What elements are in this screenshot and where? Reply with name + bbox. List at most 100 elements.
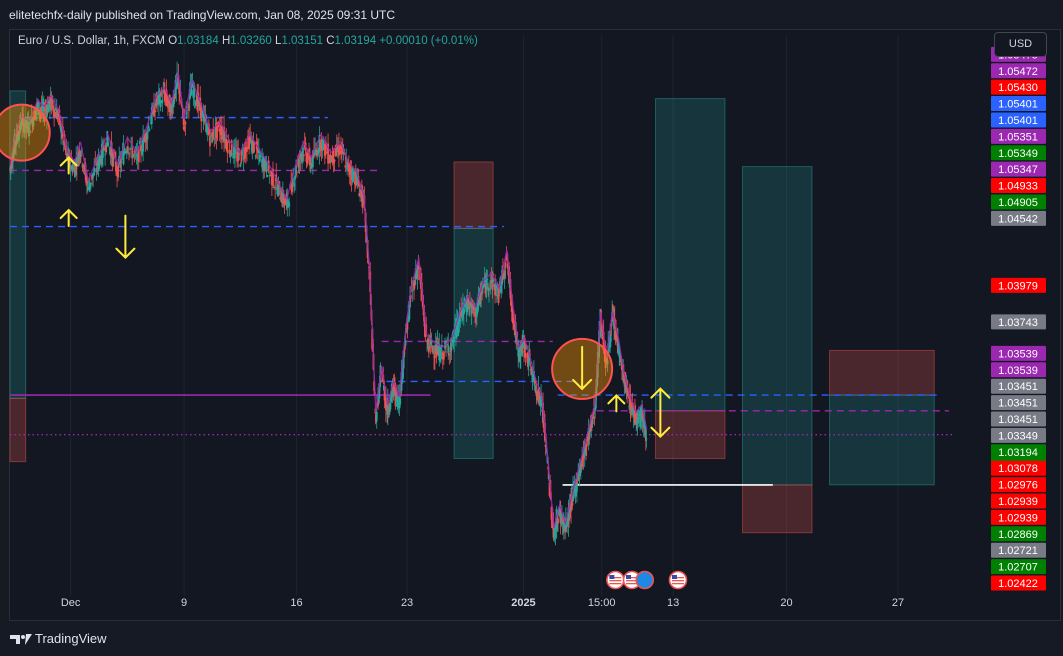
price-label: 1.03451 (998, 381, 1038, 393)
candle-body (146, 132, 149, 140)
candle-body (459, 319, 462, 322)
candle-body (182, 126, 185, 130)
candle-body (431, 346, 434, 352)
candle-body (194, 101, 197, 103)
candle-body (318, 135, 321, 153)
arrow-updown-icon (650, 387, 671, 439)
candle-body (570, 498, 572, 512)
candle-body (229, 152, 232, 157)
candle-body (481, 291, 483, 295)
arrow-up-icon (59, 156, 78, 175)
candle-body (430, 339, 433, 346)
candle-body (576, 483, 578, 492)
tradingview-logo-icon (10, 633, 33, 645)
candle-body (213, 137, 216, 139)
brand-name: TradingView (35, 631, 107, 646)
position-zone (829, 394, 935, 486)
candle-body (330, 158, 333, 163)
candle-body (562, 517, 565, 525)
candle-body (37, 100, 40, 115)
candle-body (273, 187, 275, 188)
candle-body (482, 283, 485, 288)
candle-body (137, 147, 140, 163)
candle-body (133, 151, 136, 153)
event-badge (635, 570, 655, 590)
candle-body (117, 162, 120, 178)
candle-body (35, 110, 37, 112)
candle-body (143, 137, 146, 142)
candle-body (556, 520, 559, 528)
candle-body (106, 131, 109, 147)
candle-body (161, 99, 164, 104)
candle-body (577, 478, 580, 480)
x-tick-label: 9 (181, 597, 187, 609)
candle-body (228, 150, 231, 154)
candle-body (574, 480, 577, 497)
publish-bar: elitetechfx-daily published on TradingVi… (0, 0, 1063, 30)
candles (9, 61, 648, 546)
candle-body (144, 134, 147, 142)
candle-body (606, 360, 609, 365)
candle-body (475, 308, 478, 318)
candle-body (256, 149, 259, 153)
candle-body (242, 156, 245, 160)
candle-body (449, 346, 452, 353)
candle-body (324, 142, 327, 149)
candle-body (294, 175, 296, 180)
candle-body (344, 165, 347, 168)
candle-body (203, 114, 206, 122)
candle-body (592, 417, 595, 419)
candle-body (11, 159, 13, 167)
price-label-box (991, 96, 1046, 112)
low-value: 1.03151 (281, 35, 324, 47)
candle-body (81, 164, 84, 168)
candle-body (214, 126, 217, 138)
candle-body (384, 394, 387, 410)
candle-body (91, 174, 93, 180)
candle-body (346, 160, 348, 170)
currency-button[interactable]: USD (994, 32, 1047, 57)
price-label-box (991, 493, 1046, 509)
candle-body (197, 92, 200, 107)
candle-body (103, 148, 105, 150)
candle-body (135, 154, 138, 156)
candle-body (485, 275, 488, 292)
candle-body (453, 336, 456, 343)
candle-body (297, 157, 300, 168)
x-tick-label: 20 (780, 597, 792, 609)
candle-body (409, 296, 411, 308)
tradingview-logo[interactable]: TradingView (10, 631, 107, 646)
candle-body (261, 158, 264, 168)
candle-body (428, 335, 431, 338)
candle-body (180, 100, 183, 104)
candle-body (515, 332, 518, 343)
candle-body (523, 337, 526, 352)
high-value: 1.03260 (230, 35, 272, 47)
price-label-box (991, 345, 1046, 361)
close-value: 1.03194 (334, 35, 377, 47)
candle-body (198, 100, 201, 104)
candle-body (630, 410, 633, 413)
candle-body (413, 282, 415, 291)
price-label: 1.05347 (998, 164, 1038, 176)
candle-body (163, 88, 165, 94)
candle-body (395, 388, 398, 401)
candle-body (244, 147, 247, 153)
price-label-box (991, 178, 1046, 194)
candle-body (112, 156, 115, 158)
candle-body (216, 122, 219, 131)
candle-body (349, 169, 352, 175)
candle-body (100, 144, 103, 165)
publish-info: elitetechfx-daily published on TradingVi… (9, 8, 396, 22)
candle-body (131, 147, 134, 159)
price-label: 1.03349 (998, 430, 1038, 442)
candle-body (627, 394, 630, 396)
candle-body (132, 154, 135, 157)
candle-body (193, 85, 196, 98)
price-axis: 1.054751.054721.054301.054011.054011.053… (991, 46, 1046, 591)
flag-stripe (626, 577, 639, 579)
candle-body (493, 284, 496, 287)
candle-body (351, 167, 354, 178)
candle-body (377, 394, 379, 407)
